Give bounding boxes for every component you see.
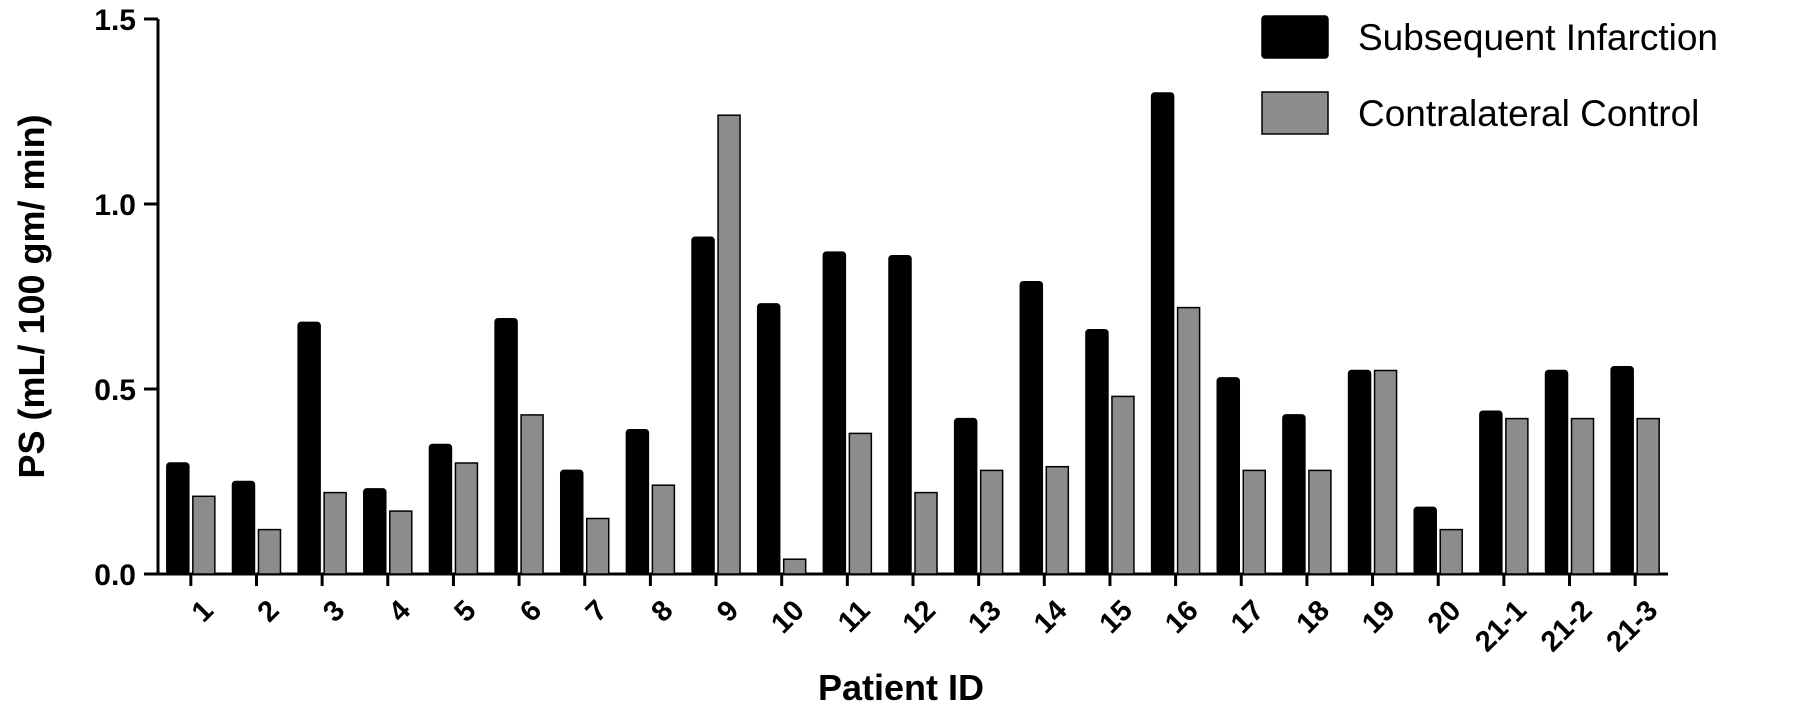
bar-subsequent-infarction bbox=[756, 303, 781, 575]
bar-contralateral-control bbox=[914, 491, 938, 575]
x-tick-label: 2 bbox=[252, 594, 286, 628]
x-tick-label: 7 bbox=[580, 594, 614, 628]
y-tick-label: 1.0 bbox=[94, 189, 136, 222]
legend-contralateral-control-swatch bbox=[1261, 91, 1329, 135]
bar-contralateral-control bbox=[1308, 469, 1332, 575]
bar-contralateral-control bbox=[1439, 528, 1463, 575]
bar-contralateral-control bbox=[651, 484, 676, 575]
bar-subsequent-infarction bbox=[1413, 506, 1437, 575]
bar-contralateral-control bbox=[1176, 306, 1201, 575]
bar-contralateral-control bbox=[389, 510, 413, 575]
bar-subsequent-infarction bbox=[166, 462, 190, 575]
x-tick-label: 21-3 bbox=[1601, 594, 1665, 658]
x-tick-label: 17 bbox=[1225, 594, 1270, 639]
x-tick-label: 9 bbox=[711, 594, 745, 628]
bar-subsequent-infarction bbox=[953, 417, 978, 575]
x-tick-label: 13 bbox=[962, 594, 1007, 639]
bar-contralateral-control bbox=[1111, 395, 1135, 575]
x-axis bbox=[156, 572, 1668, 586]
x-tick-label: 10 bbox=[765, 594, 810, 639]
bar-subsequent-infarction bbox=[888, 255, 912, 575]
x-tick-label: 21-1 bbox=[1469, 594, 1533, 658]
x-tick-label: 16 bbox=[1159, 594, 1204, 639]
bar-subsequent-infarction bbox=[1085, 329, 1109, 575]
y-tick-label: 0.0 bbox=[94, 559, 136, 592]
bar-subsequent-infarction bbox=[1216, 377, 1241, 575]
x-tick-labels: 1 2 3 4 5 6 7 8 9 10 11 12 13 14 15 16 17 18 19 20 21-1 21-2 2… bbox=[186, 594, 1664, 658]
legend-subsequent-infarction-swatch bbox=[1261, 15, 1329, 59]
bar-contralateral-control bbox=[323, 491, 347, 575]
x-tick-label: 20 bbox=[1422, 594, 1467, 639]
legend-subsequent-infarction-label: Subsequent Infarction bbox=[1358, 17, 1718, 58]
bar-subsequent-infarction bbox=[1347, 369, 1372, 575]
bar-subsequent-infarction bbox=[691, 236, 715, 575]
bar-contralateral-control bbox=[782, 558, 807, 575]
x-tick-label: 1 bbox=[186, 594, 220, 628]
bar-subsequent-infarction bbox=[428, 443, 453, 575]
bar-contralateral-control bbox=[454, 462, 479, 575]
bar-subsequent-infarction bbox=[1479, 410, 1503, 575]
bar-subsequent-infarction bbox=[231, 480, 256, 575]
bar-contralateral-control bbox=[585, 517, 610, 575]
bar-subsequent-infarction bbox=[1019, 280, 1044, 575]
x-tick-label: 12 bbox=[897, 594, 942, 639]
y-axis-title: PS (mL/ 100 gm/ min) bbox=[11, 114, 52, 478]
legend-contralateral-control-label: Contralateral Control bbox=[1358, 93, 1699, 134]
bar-contralateral-control bbox=[1373, 369, 1398, 575]
x-tick-label: 15 bbox=[1094, 594, 1139, 639]
bar-contralateral-control bbox=[979, 469, 1004, 575]
bar-contralateral-control bbox=[1636, 417, 1660, 575]
x-tick-label: 5 bbox=[448, 594, 482, 628]
bar-contralateral-control bbox=[520, 414, 544, 575]
x-tick-label: 11 bbox=[832, 594, 876, 638]
x-tick-label: 18 bbox=[1291, 594, 1336, 639]
y-tick-label: 0.5 bbox=[94, 374, 136, 407]
bar-subsequent-infarction bbox=[1544, 369, 1569, 575]
y-tick-label: 1.5 bbox=[94, 4, 136, 37]
y-axis: 0.0 0.5 1.0 1.5 bbox=[94, 4, 160, 592]
bar-contralateral-control bbox=[1045, 465, 1070, 575]
bar-subsequent-infarction bbox=[1610, 366, 1634, 575]
bar-subsequent-infarction bbox=[625, 428, 650, 575]
bar-subsequent-infarction bbox=[1150, 92, 1175, 575]
bar-subsequent-infarction bbox=[1282, 414, 1306, 575]
bar-contralateral-control bbox=[1242, 469, 1267, 575]
bar-contralateral-control bbox=[1570, 417, 1595, 575]
bar-contralateral-control bbox=[257, 528, 282, 575]
bar-subsequent-infarction bbox=[363, 488, 387, 575]
x-tick-label: 6 bbox=[514, 594, 548, 628]
bar-contralateral-control bbox=[192, 495, 216, 575]
legend: Subsequent Infarction Contralateral Contr… bbox=[1261, 15, 1718, 135]
x-tick-label: 14 bbox=[1028, 594, 1073, 639]
bar-subsequent-infarction bbox=[822, 251, 847, 575]
x-axis-title: Patient ID bbox=[818, 667, 984, 707]
x-tick-label: 21-2 bbox=[1535, 594, 1599, 658]
bar-contralateral-control bbox=[1505, 417, 1529, 575]
bar-subsequent-infarction bbox=[297, 321, 321, 575]
bar-subsequent-infarction bbox=[559, 469, 584, 575]
bars-group bbox=[166, 92, 1660, 575]
x-tick-label: 19 bbox=[1356, 594, 1401, 639]
bar-contralateral-control bbox=[848, 432, 873, 575]
x-tick-label: 4 bbox=[383, 594, 417, 628]
x-tick-label: 8 bbox=[645, 594, 679, 628]
x-tick-label: 3 bbox=[317, 594, 351, 628]
bar-subsequent-infarction bbox=[494, 317, 518, 575]
bar-contralateral-control bbox=[717, 114, 741, 575]
